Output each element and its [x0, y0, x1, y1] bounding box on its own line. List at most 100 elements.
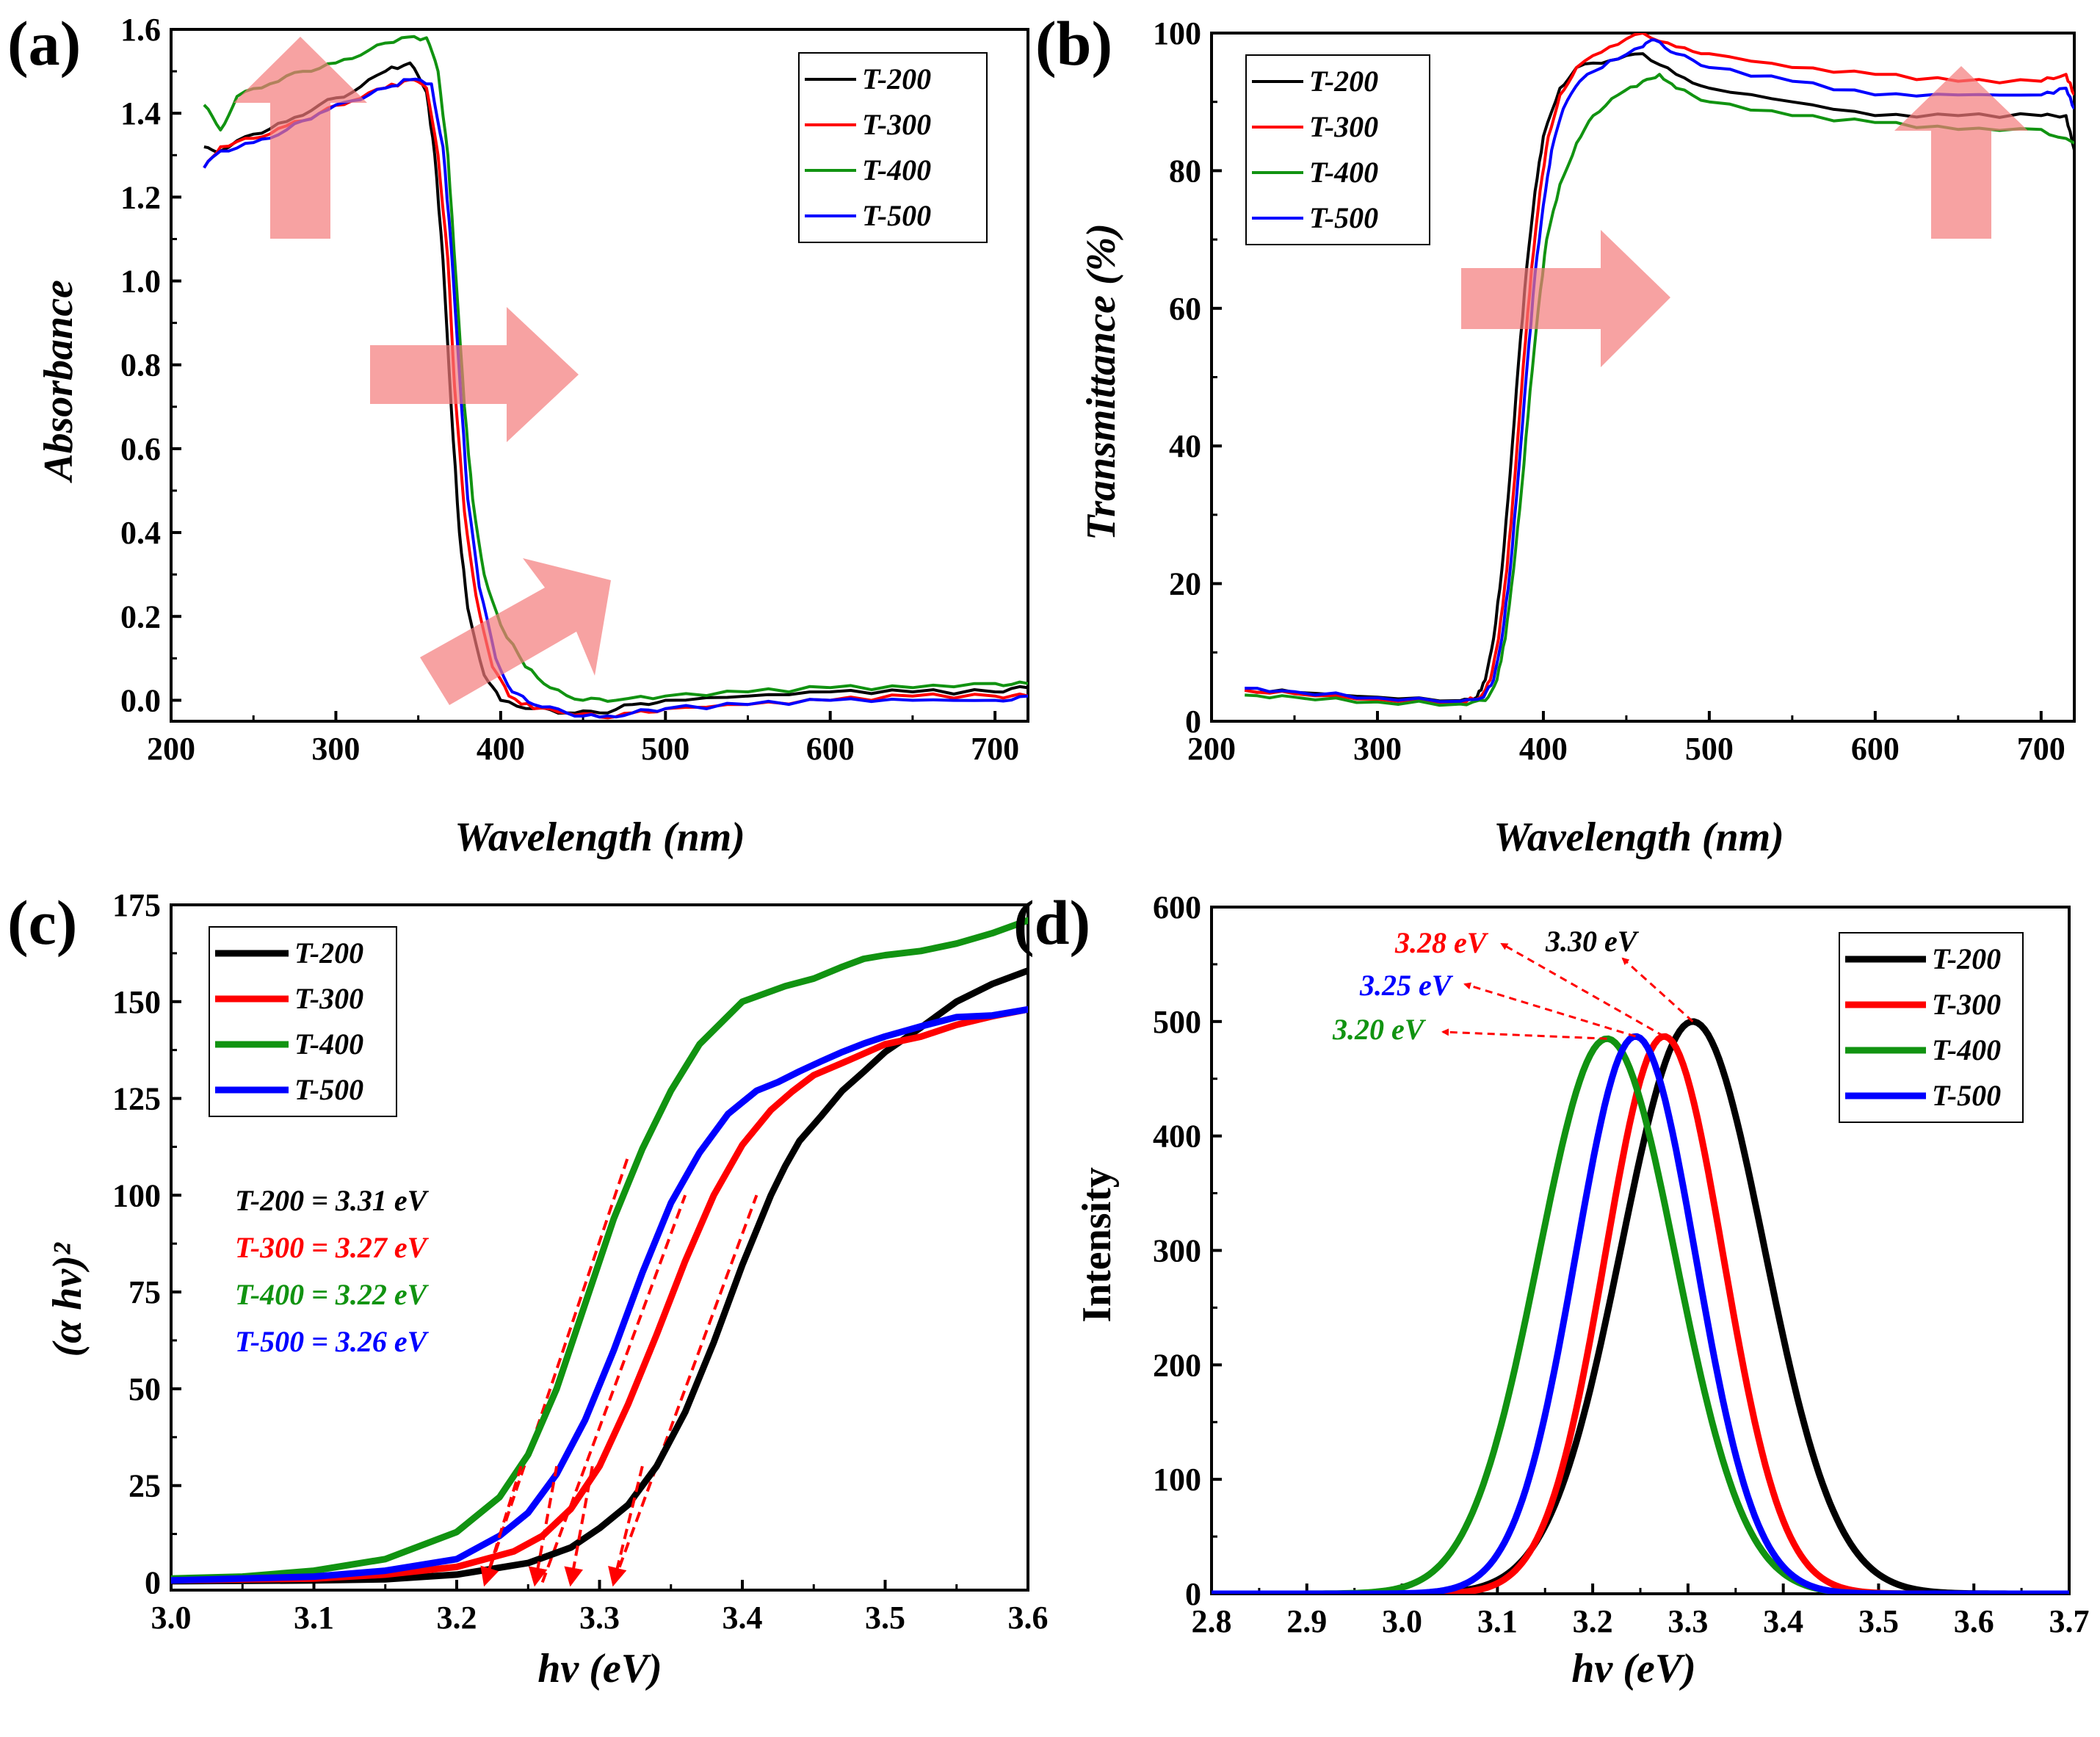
arrow-right-icon — [370, 307, 579, 442]
intercept-arrow — [528, 1465, 559, 1587]
panel-c-label: (c) — [7, 887, 77, 958]
series-line-t-400 — [1245, 73, 2074, 707]
y-tick-label: 80 — [1169, 153, 1201, 189]
y-tick-label: 75 — [128, 1274, 161, 1310]
x-tick-label: 2.9 — [1286, 1603, 1327, 1639]
y-tick-label: 25 — [128, 1468, 161, 1504]
x-axis-label-a: Wavelength (nm) — [455, 815, 745, 860]
y-tick-label: 50 — [128, 1371, 161, 1407]
bandgap-annotation: T-400 = 3.22 eV — [235, 1278, 430, 1311]
legend-label: T-200 — [1309, 65, 1378, 98]
x-tick-label: 3.1 — [1477, 1603, 1518, 1639]
x-tick-label: 3.4 — [723, 1600, 763, 1636]
peak-annotation: 3.20 eV — [1332, 1013, 1427, 1046]
x-tick-label: 300 — [1353, 731, 1402, 767]
series-line-t-500 — [1245, 38, 2074, 704]
bandgap-annotations-c: T-200 = 3.31 eV T-300 = 3.27 eV T-400 = 3.… — [235, 1184, 430, 1358]
series-group — [1244, 33, 2074, 707]
x-tick-label: 3.4 — [1763, 1603, 1803, 1639]
tangent-line — [612, 1194, 758, 1583]
x-tick-label: 3.5 — [1858, 1603, 1899, 1639]
plot-frame-a — [170, 28, 1029, 723]
y-tick-label: 125 — [112, 1081, 161, 1117]
legend-label: T-200 — [294, 936, 363, 969]
intercept-arrow — [608, 1465, 644, 1587]
x-tick-label: 600 — [806, 731, 855, 767]
legend-label: T-300 — [862, 108, 931, 141]
panel-b-label: (b) — [1035, 8, 1112, 79]
y-axis-label-a: Absorbance — [36, 280, 82, 483]
y-tick-label: 20 — [1169, 566, 1201, 602]
series-line-t-300 — [171, 1005, 1028, 1584]
y-tick-label: 60 — [1169, 291, 1201, 327]
legend-box — [209, 926, 397, 1117]
x-tick-label: 500 — [641, 731, 689, 767]
legend-box — [1839, 932, 2024, 1123]
x-tick-label: 200 — [147, 731, 195, 767]
legend-label: T-400 — [294, 1028, 363, 1061]
y-tick-label: 0 — [1185, 704, 1201, 740]
legend-label: T-500 — [1932, 1079, 2001, 1112]
x-tick-label: 600 — [1851, 731, 1900, 767]
y-axis-label-b: Transmittance (%) — [1079, 223, 1124, 541]
x-tick-label: 3.3 — [579, 1600, 620, 1636]
intercept-arrow — [564, 1465, 594, 1587]
x-tick-label: 3.6 — [1008, 1600, 1049, 1636]
y-tick-label: 500 — [1153, 1004, 1201, 1040]
legend-a: T-200 T-300 T-400 T-500 — [798, 52, 988, 243]
x-axis-label-c: hν (eV) — [537, 1646, 662, 1691]
series-peak-t-300 — [1212, 1033, 2069, 1594]
peak-arrow — [1441, 1028, 1607, 1040]
series-line-t-500 — [171, 1005, 1028, 1584]
x-tick-label: 3.1 — [294, 1600, 334, 1636]
y-tick-label: 0 — [145, 1564, 161, 1600]
y-tick-label: 0.0 — [120, 682, 161, 718]
legend-label: T-400 — [1932, 1033, 2001, 1066]
peak-annotations-d: 3.30 eV 3.28 eV 3.25 eV 3.20 eV — [1332, 925, 1694, 1046]
panel-a-label: (a) — [7, 8, 81, 79]
bandgap-annotation: T-200 = 3.31 eV — [235, 1184, 430, 1217]
legend-label: T-300 — [1932, 988, 2001, 1021]
x-tick-label: 3.6 — [1954, 1603, 1994, 1639]
legend-label: T-200 — [862, 62, 931, 95]
arrow-diagonal-icon — [420, 558, 611, 705]
y-tick-label: 1.0 — [120, 264, 161, 300]
arrow-up-icon — [233, 37, 367, 239]
arrow-up-icon — [1894, 66, 2028, 239]
y-tick-label: 400 — [1153, 1119, 1201, 1155]
series-peak-t-500 — [1212, 1033, 2069, 1594]
y-tick-label: 0.8 — [120, 347, 161, 383]
x-tick-label: 300 — [311, 731, 360, 767]
peak-annotation: 3.30 eV — [1545, 925, 1640, 958]
peak-arrow — [1621, 957, 1694, 1022]
y-tick-label: 1.4 — [120, 95, 161, 131]
x-tick-label: 500 — [1685, 731, 1734, 767]
y-tick-label: 1.6 — [120, 12, 161, 48]
y-axis-label-d: Intensity — [1074, 1167, 1120, 1323]
y-tick-label: 40 — [1169, 428, 1201, 464]
x-tick-label: 3.5 — [865, 1600, 905, 1636]
bandgap-annotation: T-300 = 3.27 eV — [235, 1231, 430, 1264]
x-tick-label: 3.0 — [1382, 1603, 1422, 1639]
legend-label: T-400 — [1309, 156, 1378, 189]
bandgap-annotation: T-500 = 3.26 eV — [235, 1325, 430, 1358]
tangent-line — [484, 1155, 630, 1583]
series-line-t-200 — [1244, 52, 2074, 703]
legend-b: T-200 T-300 T-400 T-500 — [1245, 54, 1430, 245]
y-tick-label: 0 — [1185, 1576, 1201, 1612]
x-axis-label-d: hν (eV) — [1571, 1646, 1696, 1691]
y-tick-label: 0.2 — [120, 599, 161, 635]
y-tick-label: 0.6 — [120, 431, 161, 467]
y-tick-label: 200 — [1153, 1347, 1201, 1383]
x-tick-label: 3.2 — [1573, 1603, 1613, 1639]
y-tick-label: 100 — [1153, 15, 1201, 51]
x-tick-label: 700 — [971, 731, 1019, 767]
y-tick-label: 300 — [1153, 1233, 1201, 1269]
panel-c: (c) 3.0 3.1 3.2 3.3 3.4 3.5 3.6 0 25 50 75 100 125 15… — [7, 887, 1049, 1691]
peak-annotation: 3.28 eV — [1394, 926, 1489, 959]
legend-label: T-200 — [1932, 942, 2001, 975]
panel-a: (a) 200 300 400 500 600 700 0.0 0.2 0.4 0.6 0.8 1.0… — [7, 8, 1029, 860]
legend-label: T-500 — [294, 1073, 363, 1106]
legend-label: T-400 — [862, 154, 931, 187]
x-tick-label: 3.0 — [151, 1600, 192, 1636]
